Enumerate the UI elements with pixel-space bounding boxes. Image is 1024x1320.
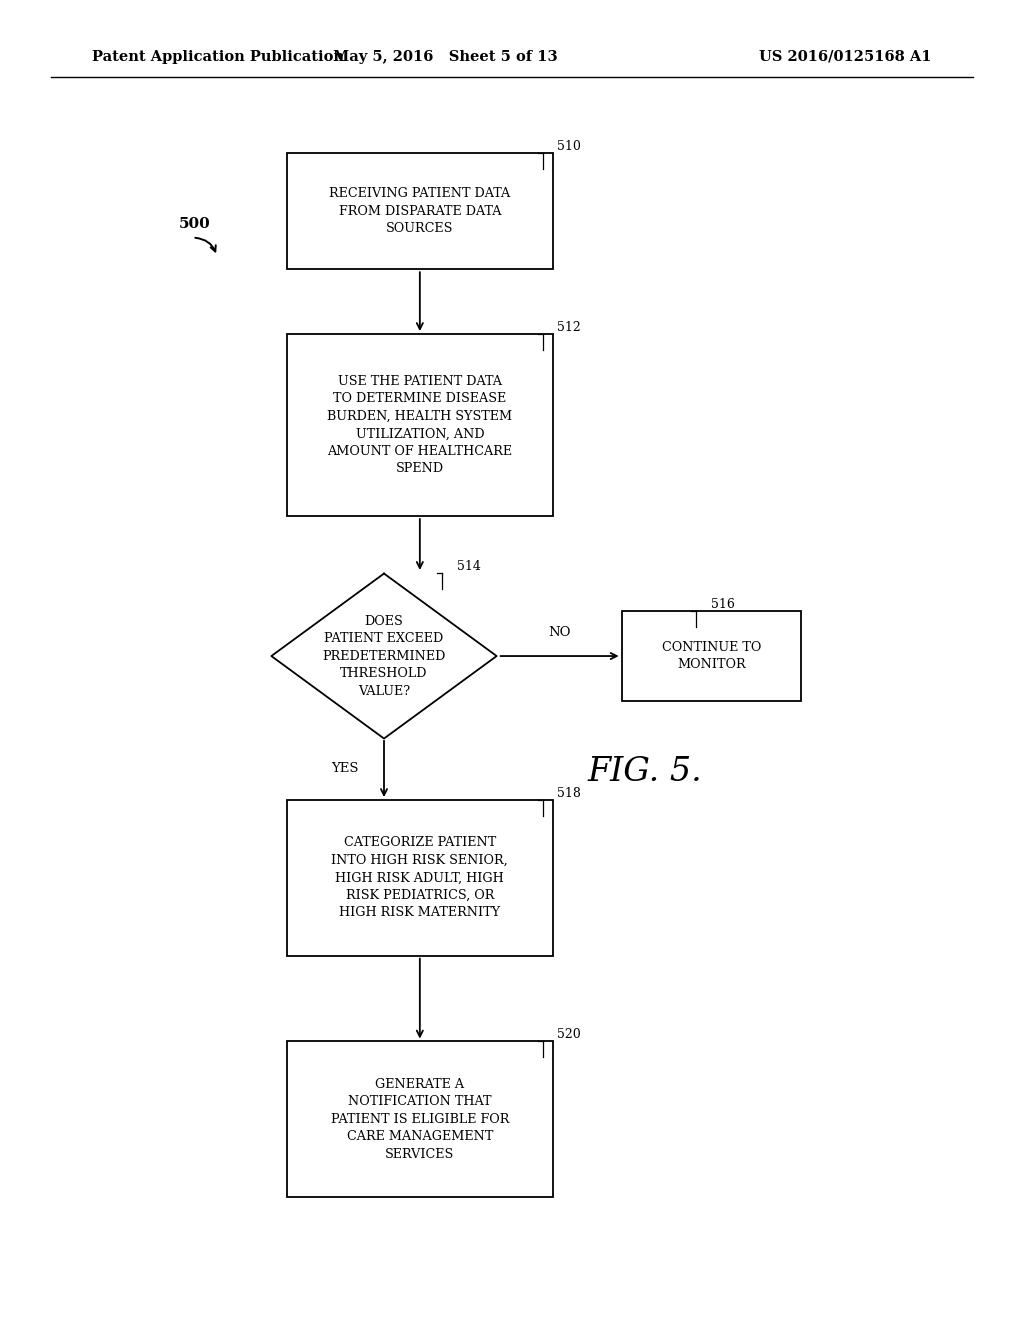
Text: NO: NO — [549, 626, 570, 639]
Text: 516: 516 — [711, 598, 734, 611]
Text: 514: 514 — [457, 560, 480, 573]
Text: 500: 500 — [178, 218, 211, 231]
Text: 520: 520 — [557, 1028, 581, 1041]
Text: Patent Application Publication: Patent Application Publication — [92, 50, 344, 63]
Text: YES: YES — [332, 763, 358, 775]
Text: 510: 510 — [557, 140, 581, 153]
Bar — [287, 334, 553, 516]
Text: May 5, 2016   Sheet 5 of 13: May 5, 2016 Sheet 5 of 13 — [333, 50, 558, 63]
Text: USE THE PATIENT DATA
TO DETERMINE DISEASE
BURDEN, HEALTH SYSTEM
UTILIZATION, AND: USE THE PATIENT DATA TO DETERMINE DISEAS… — [328, 375, 512, 475]
Text: RECEIVING PATIENT DATA
FROM DISPARATE DATA
SOURCES: RECEIVING PATIENT DATA FROM DISPARATE DA… — [329, 187, 511, 235]
Bar — [622, 611, 801, 701]
Text: US 2016/0125168 A1: US 2016/0125168 A1 — [760, 50, 932, 63]
Text: CONTINUE TO
MONITOR: CONTINUE TO MONITOR — [662, 640, 762, 672]
Bar — [287, 153, 553, 269]
Bar — [287, 800, 553, 956]
Text: FIG. 5.: FIG. 5. — [588, 756, 702, 788]
Bar — [287, 1041, 553, 1197]
Text: 512: 512 — [557, 321, 581, 334]
Text: 518: 518 — [557, 787, 581, 800]
Text: GENERATE A
NOTIFICATION THAT
PATIENT IS ELIGIBLE FOR
CARE MANAGEMENT
SERVICES: GENERATE A NOTIFICATION THAT PATIENT IS … — [331, 1078, 509, 1160]
Text: DOES
PATIENT EXCEED
PREDETERMINED
THRESHOLD
VALUE?: DOES PATIENT EXCEED PREDETERMINED THRESH… — [323, 615, 445, 697]
Text: CATEGORIZE PATIENT
INTO HIGH RISK SENIOR,
HIGH RISK ADULT, HIGH
RISK PEDIATRICS,: CATEGORIZE PATIENT INTO HIGH RISK SENIOR… — [332, 837, 508, 919]
